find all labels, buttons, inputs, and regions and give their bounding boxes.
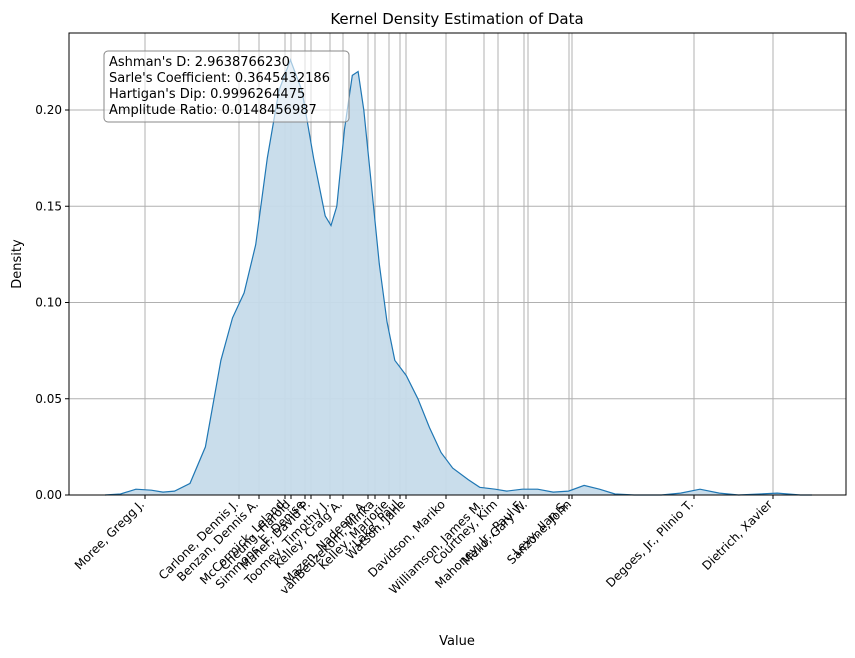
- y-tick-label: 0.20: [35, 103, 62, 117]
- y-tick-label: 0.05: [35, 392, 62, 406]
- y-tick-label: 0.15: [35, 199, 62, 213]
- x-tick-label: Moree, Gregg J.: [72, 497, 147, 572]
- stats-line-sarle: Sarle's Coefficient: 0.3645432186: [109, 71, 330, 86]
- density-fill: [105, 59, 812, 496]
- x-tick-label: Dietrich, Xavier: [699, 497, 775, 573]
- plot-frame: [68, 32, 847, 496]
- density-area: [104, 58, 812, 496]
- x-tick-label: Degoes, Jr., Plinio T.: [603, 497, 696, 590]
- stats-box: Ashman's D: 2.9638766230 Sarle's Coeffic…: [103, 50, 350, 123]
- y-axis: 0.00 0.05 0.10 0.15 0.20: [35, 103, 69, 502]
- stats-line-hartigan: Hartigan's Dip: 0.9996264475: [109, 87, 305, 102]
- stats-line-ashman: Ashman's D: 2.9638766230: [109, 55, 290, 70]
- y-tick-label: 0.10: [35, 296, 62, 310]
- stats-line-amplitude: Amplitude Ratio: 0.0148456987: [109, 103, 317, 118]
- chart-title: Kernel Density Estimation of Data: [330, 10, 583, 28]
- x-axis-label: Value: [439, 634, 475, 649]
- y-axis-label: Density: [10, 239, 25, 289]
- density-line: [104, 58, 812, 496]
- x-axis: Moree, Gregg J. Carlone, Dennis J.Benzan,…: [72, 495, 775, 597]
- y-tick-label: 0.00: [35, 488, 62, 502]
- stats-box-frame: [103, 50, 350, 123]
